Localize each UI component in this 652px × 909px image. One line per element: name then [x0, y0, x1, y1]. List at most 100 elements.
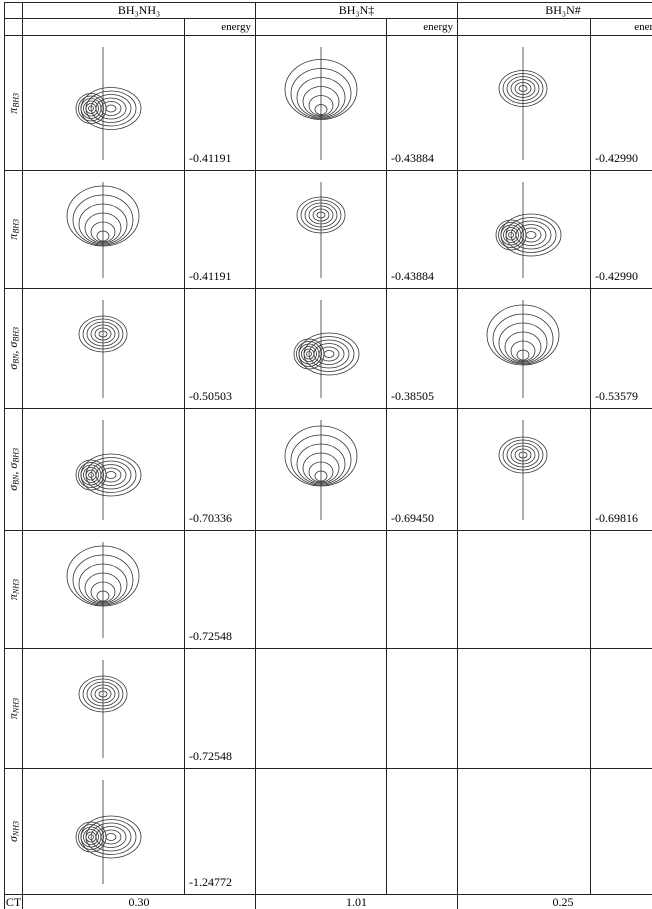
- ct-label: CT: [4, 894, 23, 909]
- energy-cell: -0.72548: [184, 530, 256, 649]
- plot-header: [457, 18, 591, 36]
- energy-cell: -1.24772: [184, 768, 256, 895]
- plot-cell: [255, 170, 387, 289]
- energy-cell: -0.53579: [590, 288, 652, 409]
- energy-value: -1.24772: [189, 875, 232, 889]
- plot-header: [22, 18, 185, 36]
- label-symbol: σ: [6, 836, 20, 843]
- energy-cell: [386, 648, 458, 769]
- label-text: πNH3: [6, 579, 21, 600]
- plot-cell: [457, 408, 591, 531]
- energy-value: -0.38505: [391, 389, 434, 403]
- plot-cell: [457, 648, 591, 769]
- energy-value: -0.72548: [189, 749, 232, 763]
- contour-plot: [495, 181, 562, 278]
- energy-cell: [590, 648, 652, 769]
- row-label: πNH3: [4, 648, 23, 769]
- plot-cell: [22, 768, 185, 895]
- contour-plot: [66, 541, 140, 638]
- label-subscript: NH3: [11, 697, 21, 714]
- plot-cell: [22, 648, 185, 769]
- plot-cell: [22, 288, 185, 409]
- label-subscript: BN: [11, 353, 21, 364]
- table-body: BH₃NH₃BH₃N‡BH₃N#energyenergyenergyπBH3-0…: [4, 2, 652, 909]
- contour-plot: [284, 419, 358, 520]
- row-label: πNH3: [4, 530, 23, 649]
- energy-cell: [386, 530, 458, 649]
- plot-cell: [255, 768, 387, 895]
- contour-plot: [498, 46, 548, 160]
- contour-plot: [78, 659, 128, 758]
- contour-plot: [75, 779, 142, 884]
- orbital-table: BH₃NH₃BH₃N‡BH₃N#energyenergyenergyπBH3-0…: [4, 2, 652, 909]
- plot-cell: [255, 288, 387, 409]
- plot-cell: [22, 530, 185, 649]
- contour-plot: [284, 46, 358, 160]
- label-symbol: , σ: [6, 341, 20, 354]
- plot-cell: [457, 288, 591, 409]
- column-title: BH₃N‡: [255, 2, 458, 19]
- energy-value: -0.41191: [189, 269, 232, 283]
- energy-header: energy: [386, 18, 458, 36]
- orbital-row: πNH3 -0.72548: [4, 648, 652, 769]
- orbital-row: σBN, σBH3 -0.70336 -0.69450 -0.69816: [4, 408, 652, 531]
- row-label: σBN, σBH3: [4, 408, 23, 531]
- ct-value: 0.30: [22, 894, 256, 909]
- plot-cell: [457, 768, 591, 895]
- orbital-row: σBN, σBH3 -0.50503 -0.38505 -0.53579: [4, 288, 652, 409]
- label-subscript: BH3: [11, 219, 21, 234]
- energy-value: -0.72548: [189, 629, 232, 643]
- contour-plot: [75, 46, 142, 160]
- label-text: σBN, σBH3: [6, 448, 21, 491]
- plot-cell: [457, 35, 591, 171]
- energy-cell: -0.42990: [590, 170, 652, 289]
- energy-cell: -0.72548: [184, 648, 256, 769]
- label-text: πBH3: [6, 93, 21, 114]
- row-label: πBH3: [4, 170, 23, 289]
- label-text: σBN, σBH3: [6, 327, 21, 370]
- energy-cell: -0.41191: [184, 35, 256, 171]
- orbital-row: πNH3 -0.72548: [4, 530, 652, 649]
- plot-cell: [457, 170, 591, 289]
- corner-cell: [4, 18, 23, 36]
- column-title: BH₃N#: [457, 2, 652, 19]
- plot-cell: [255, 530, 387, 649]
- energy-cell: -0.43884: [386, 170, 458, 289]
- energy-value: -0.53579: [595, 389, 638, 403]
- plot-header: [255, 18, 387, 36]
- label-subscript: NH3: [11, 820, 21, 837]
- energy-cell: -0.42990: [590, 35, 652, 171]
- label-subscript: BH3: [11, 327, 21, 342]
- column-title: BH₃NH₃: [22, 2, 256, 19]
- energy-header: energy: [590, 18, 652, 36]
- label-subscript: NH3: [11, 578, 21, 595]
- energy-value: -0.70336: [189, 511, 232, 525]
- energy-cell: -0.50503: [184, 288, 256, 409]
- contour-plot: [498, 419, 548, 520]
- label-symbol: π: [6, 713, 20, 720]
- energy-value: -0.42990: [595, 269, 638, 283]
- energy-cell: -0.70336: [184, 408, 256, 531]
- plot-cell: [457, 530, 591, 649]
- energy-value: -0.69816: [595, 511, 638, 525]
- contour-plot: [296, 181, 346, 278]
- ct-row: CT 0.30 1.01 0.25: [4, 894, 652, 909]
- plot-cell: [255, 408, 387, 531]
- ct-value: 1.01: [255, 894, 458, 909]
- label-text: πNH3: [6, 698, 21, 719]
- label-symbol: π: [6, 107, 20, 114]
- label-subscript: BH3: [11, 448, 21, 463]
- energy-value: -0.42990: [595, 151, 638, 165]
- energy-header: energy: [184, 18, 256, 36]
- energy-value: -0.41191: [189, 151, 232, 165]
- label-symbol: , σ: [6, 462, 20, 475]
- plot-cell: [255, 35, 387, 171]
- orbital-row: σNH3 -1.24772: [4, 768, 652, 895]
- plot-cell: [22, 170, 185, 289]
- subheader-row: energy energy energy: [4, 18, 652, 36]
- label-text: σNH3: [6, 821, 21, 842]
- contour-plot: [78, 299, 128, 398]
- energy-cell: -0.38505: [386, 288, 458, 409]
- orbital-row: πBH3 -0.41191 -0.43884 -0.42990: [4, 35, 652, 171]
- energy-cell: [590, 768, 652, 895]
